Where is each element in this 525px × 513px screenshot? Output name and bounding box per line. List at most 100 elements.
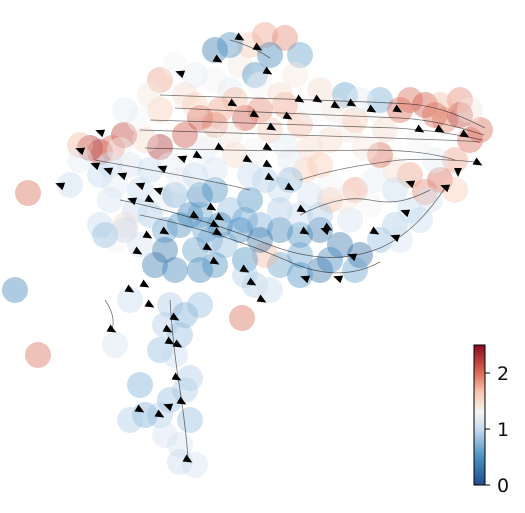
streamline <box>139 214 381 274</box>
scatter-point-171 <box>322 97 348 123</box>
velocity-arrow-35 <box>192 150 203 159</box>
velocity-arrow-57 <box>142 230 153 239</box>
scatter-point-61 <box>137 82 163 108</box>
velocity-arrow-34 <box>214 142 225 151</box>
velocity-arrow-59 <box>132 246 143 255</box>
velocity-arrow-7 <box>266 122 277 131</box>
velocity-arrow-28 <box>296 204 307 213</box>
scatter-point-78 <box>327 232 353 258</box>
velocity-arrow-25 <box>333 275 344 284</box>
scatter-point-116 <box>172 377 198 403</box>
streamline <box>229 39 271 59</box>
velocity-arrow-23 <box>390 234 401 243</box>
scatter-point-49 <box>252 22 278 48</box>
velocity-arrow-51 <box>202 242 213 251</box>
scatter-point-109 <box>172 302 198 328</box>
scatter-point-13 <box>202 112 228 138</box>
scatter-point-161 <box>107 137 133 163</box>
streamline <box>119 187 446 258</box>
scatter-point-92 <box>177 202 203 228</box>
velocity-streamlines <box>94 39 486 459</box>
scatter-point-163 <box>167 167 193 193</box>
velocity-arrow-62 <box>144 299 155 308</box>
scatter-point-1 <box>25 342 51 368</box>
scatter-point-115 <box>177 365 203 391</box>
velocity-arrow-39 <box>135 182 146 191</box>
scatter-point-57 <box>182 62 208 88</box>
velocity-arrow-22 <box>400 209 411 218</box>
scatter-point-50 <box>272 25 298 51</box>
scatter-point-44 <box>237 187 263 213</box>
scatter-point-8 <box>67 132 93 158</box>
scatter-point-185 <box>222 87 248 113</box>
velocity-arrow-29 <box>284 182 295 191</box>
scatter-point-107 <box>227 217 253 243</box>
scatter-point-126 <box>127 372 153 398</box>
scatter-point-173 <box>182 92 208 118</box>
scatter-point-96 <box>122 197 148 223</box>
velocity-arrow-30 <box>264 172 275 181</box>
scatter-point-38 <box>342 177 368 203</box>
scatter-point-103 <box>187 257 213 283</box>
colorbar-ticks: 0 1 2 <box>485 363 509 497</box>
velocity-arrow-73 <box>106 324 117 333</box>
scatter-point-12 <box>187 105 213 131</box>
scatter-point-175 <box>267 82 293 108</box>
scatter-point-67 <box>127 177 153 203</box>
velocity-arrow-52 <box>212 227 223 236</box>
velocity-arrow-40 <box>117 172 128 181</box>
scatter-point-66 <box>102 172 128 198</box>
scatter-point-70 <box>187 182 213 208</box>
scatter-point-178 <box>332 187 358 213</box>
scatter-point-52 <box>257 42 283 68</box>
scatter-point-79 <box>347 242 373 268</box>
scatter-point-87 <box>267 252 293 278</box>
velocity-arrows <box>55 32 483 463</box>
scatter-point-170 <box>347 87 373 113</box>
scatter-point-97 <box>112 212 138 238</box>
scatter-point-43 <box>252 167 278 193</box>
scatter-point-162 <box>87 162 113 188</box>
velocity-arrow-47 <box>144 194 155 203</box>
scatter-point-68 <box>147 187 173 213</box>
scatter-point-23 <box>367 87 393 113</box>
scatter-point-59 <box>147 97 173 123</box>
velocity-arrow-37 <box>157 165 168 174</box>
streamline <box>299 189 431 216</box>
scatter-point-149 <box>272 132 298 158</box>
scatter-point-51 <box>287 42 313 68</box>
velocity-arrow-3 <box>212 54 223 63</box>
scatter-point-160 <box>97 187 123 213</box>
scatter-point-191 <box>187 202 213 228</box>
scatter-point-140 <box>357 192 383 218</box>
scatter-point-100 <box>92 222 118 248</box>
velocity-arrow-42 <box>90 162 101 171</box>
scatter-point-158 <box>127 232 153 258</box>
velocity-arrow-9 <box>294 94 305 103</box>
velocity-arrow-56 <box>256 294 267 303</box>
scatter-point-5 <box>87 139 113 165</box>
scatter-point-76 <box>287 222 313 248</box>
scatter-point-98 <box>102 227 128 253</box>
scatter-point-85 <box>307 257 333 283</box>
scatter-point-39 <box>317 187 343 213</box>
scatter-point-2 <box>2 277 28 303</box>
velocity-arrow-24 <box>347 253 358 262</box>
scatter-point-150 <box>267 197 293 223</box>
scatter-point-45 <box>202 67 228 93</box>
scatter-point-19 <box>317 127 343 153</box>
velocity-arrow-32 <box>262 142 273 151</box>
scatter-point-165 <box>202 157 228 183</box>
velocity-arrow-20 <box>440 184 451 193</box>
velocity-arrow-43 <box>95 129 106 138</box>
scatter-point-7 <box>99 135 125 161</box>
scatter-point-64 <box>117 152 143 178</box>
scatter-point-88 <box>252 242 278 268</box>
velocity-arrow-15 <box>414 124 425 133</box>
scatter-point-176 <box>252 277 278 303</box>
velocity-arrow-77 <box>299 226 310 235</box>
scatter-point-147 <box>222 142 248 168</box>
velocity-arrow-53 <box>209 256 220 265</box>
scatter-point-133 <box>307 77 333 103</box>
scatter-point-75 <box>267 217 293 243</box>
